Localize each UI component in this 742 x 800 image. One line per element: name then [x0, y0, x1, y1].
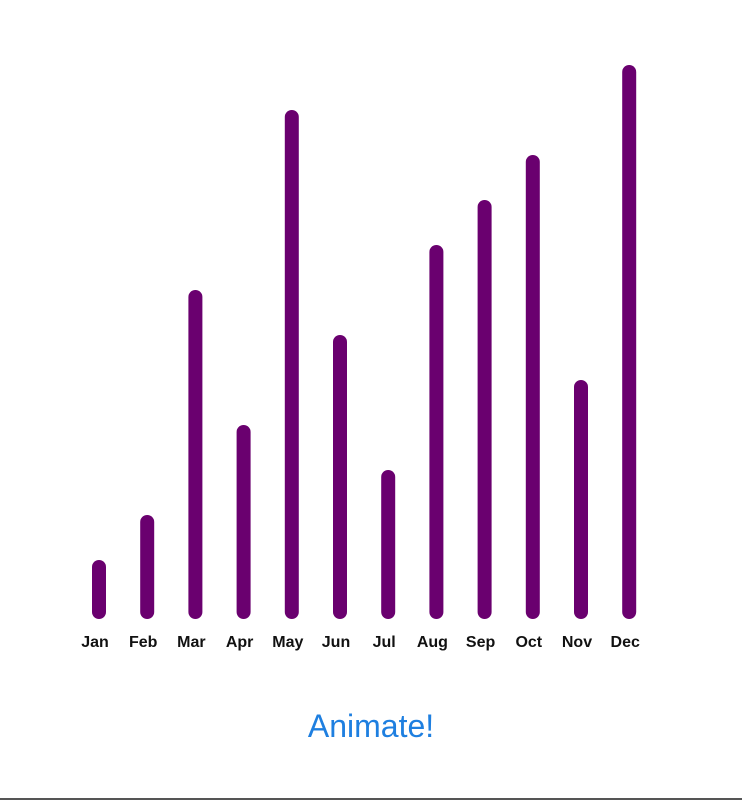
month-label-jul: Jul — [373, 634, 396, 651]
month-label-jun: Jun — [322, 634, 350, 651]
month-label-oct: Oct — [515, 634, 542, 651]
bottom-divider — [0, 798, 742, 800]
month-label-nov: Nov — [562, 634, 592, 651]
month-label-apr: Apr — [226, 634, 254, 651]
month-label-mar: Mar — [177, 634, 205, 651]
bar-chart: Jan Feb Mar Apr May Jun Jul Aug Sep Oct Nov Dec — [81, 65, 640, 651]
month-label-feb: Feb — [129, 634, 158, 651]
animate-button[interactable]: Animate! — [0, 700, 742, 752]
month-label-jan: Jan — [81, 634, 109, 651]
month-label-aug: Aug — [417, 634, 448, 651]
month-label-sep: Sep — [466, 634, 496, 651]
month-label-dec: Dec — [611, 634, 640, 651]
month-label-may: May — [272, 634, 303, 651]
